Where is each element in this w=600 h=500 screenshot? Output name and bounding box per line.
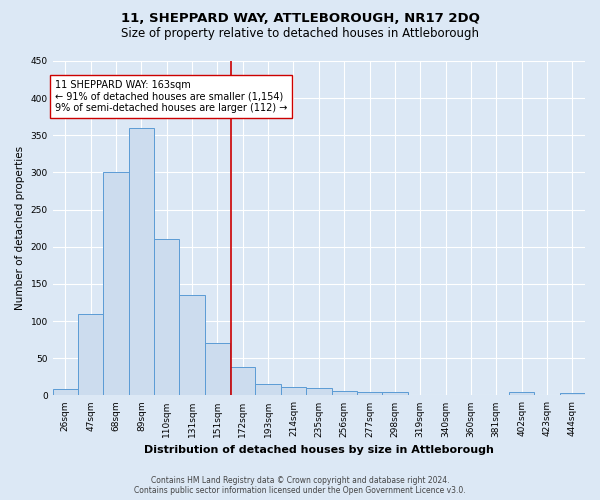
Bar (382, 392, 407, 396)
Bar (129, 128, 154, 396)
Bar (256, 384, 281, 396)
Bar (103, 172, 129, 396)
Bar (78, 314, 103, 396)
Bar (281, 388, 306, 396)
Bar (560, 393, 585, 396)
Bar (205, 344, 230, 396)
Bar (53, 390, 78, 396)
X-axis label: Distribution of detached houses by size in Attleborough: Distribution of detached houses by size … (144, 445, 494, 455)
Bar (306, 388, 332, 396)
Bar (332, 391, 357, 396)
Bar (154, 240, 179, 396)
Text: Contains HM Land Registry data © Crown copyright and database right 2024.
Contai: Contains HM Land Registry data © Crown c… (134, 476, 466, 495)
Text: Size of property relative to detached houses in Attleborough: Size of property relative to detached ho… (121, 28, 479, 40)
Bar (179, 295, 205, 396)
Bar (230, 367, 256, 396)
Text: 11, SHEPPARD WAY, ATTLEBOROUGH, NR17 2DQ: 11, SHEPPARD WAY, ATTLEBOROUGH, NR17 2DQ (121, 12, 479, 26)
Bar (357, 392, 382, 396)
Bar (509, 392, 535, 396)
Text: 11 SHEPPARD WAY: 163sqm
← 91% of detached houses are smaller (1,154)
9% of semi-: 11 SHEPPARD WAY: 163sqm ← 91% of detache… (55, 80, 287, 113)
Y-axis label: Number of detached properties: Number of detached properties (15, 146, 25, 310)
